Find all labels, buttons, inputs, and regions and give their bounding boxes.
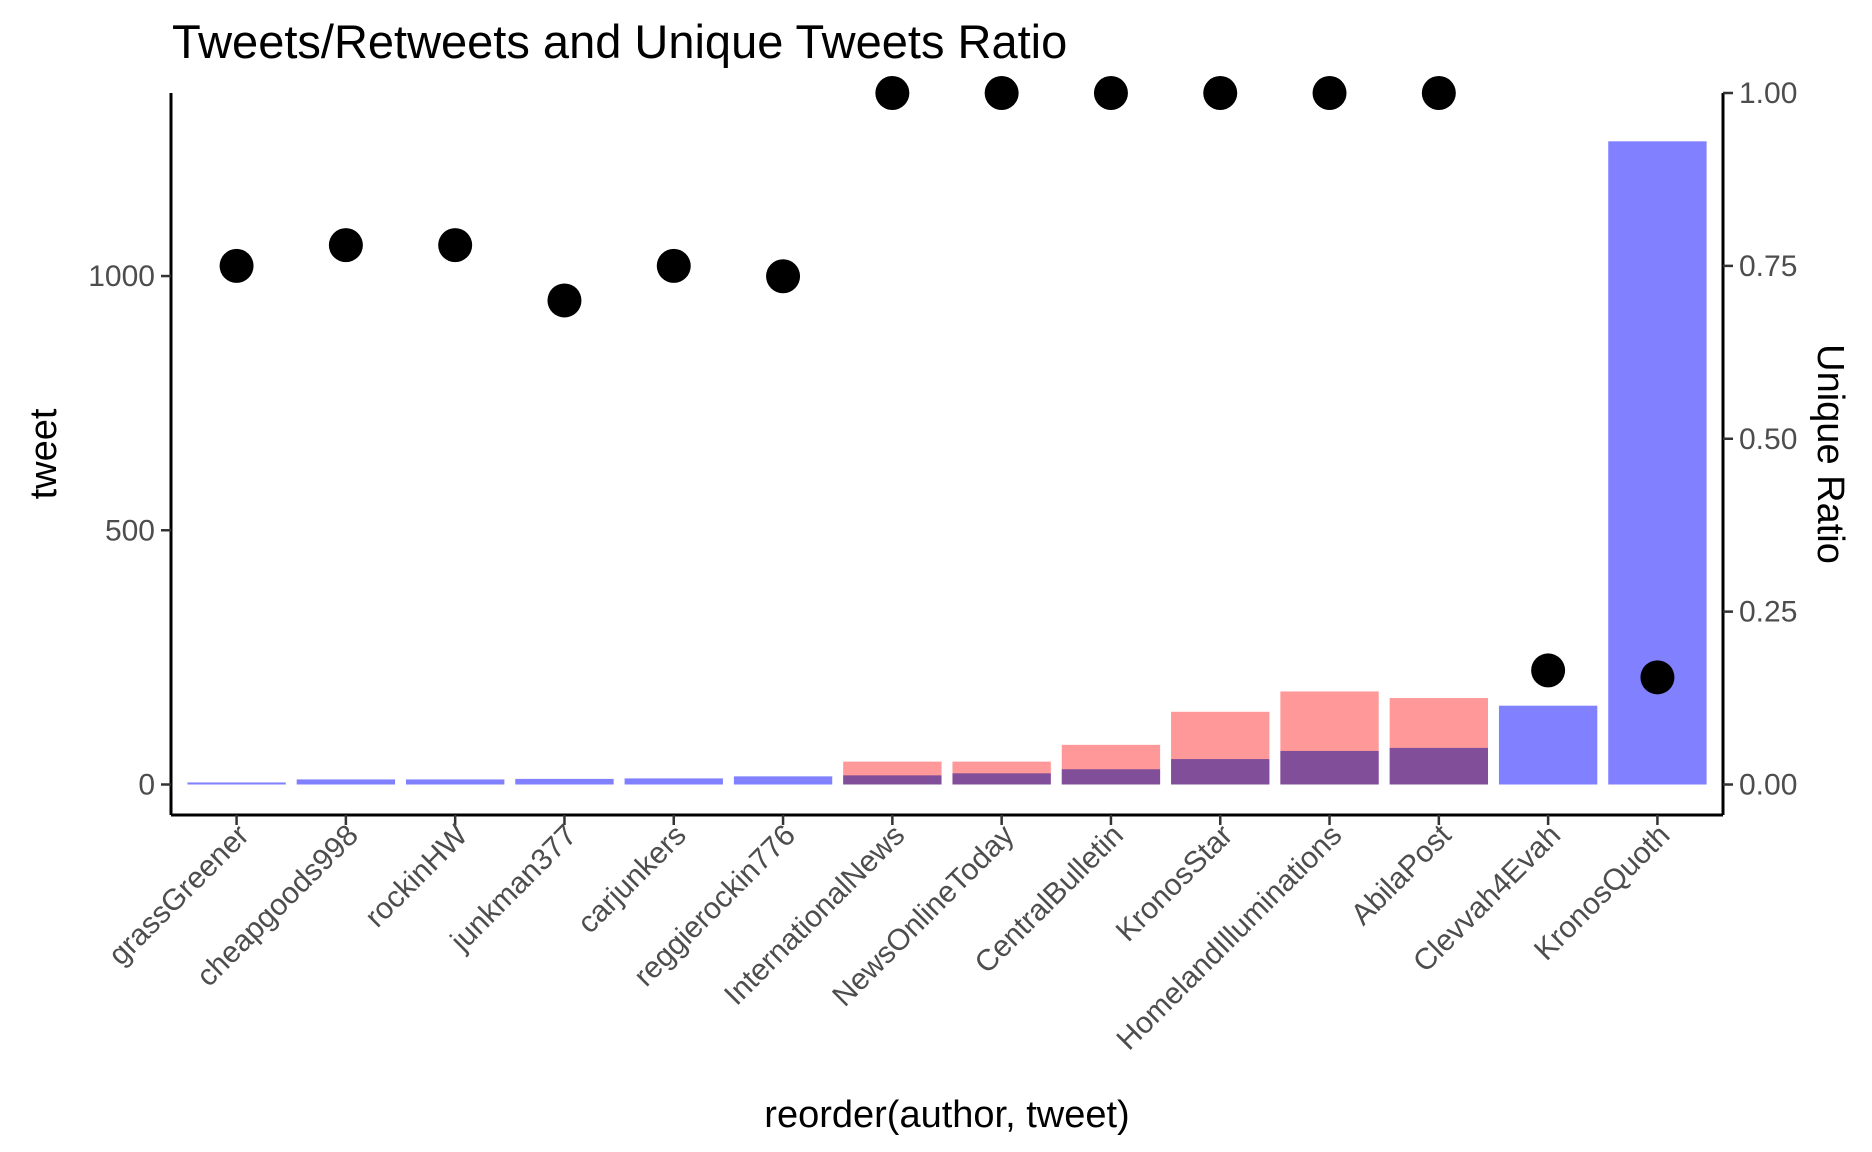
tweet-bar-InternationalNews xyxy=(843,775,942,785)
y-axis-title: tweet xyxy=(23,408,65,499)
tweet-bar-NewsOnlineToday xyxy=(952,773,1051,785)
ratio-point-KronosQuoth xyxy=(1640,660,1675,695)
ratio-point-junkman377 xyxy=(547,283,582,318)
tweet-bar-AbilaPost xyxy=(1389,747,1489,785)
y-axis-right-ticks: 0.00 0.25 0.50 0.75 1.00 xyxy=(1723,77,1797,802)
ratio-point-cheapgoods998 xyxy=(328,228,363,263)
ratio-point-AbilaPost xyxy=(1421,76,1456,110)
tweet-bar-grassGreener xyxy=(187,782,286,785)
tweet-bar-KronosStar xyxy=(1171,759,1270,785)
tweet-bar-reggierockin776 xyxy=(733,776,833,785)
y2-tick-label-0.50: 0.50 xyxy=(1739,423,1797,456)
ratio-point-Clevvah4Evah xyxy=(1531,653,1566,688)
y-tick-label-0: 0 xyxy=(138,768,155,801)
y2-axis-title: Unique Ratio xyxy=(1809,344,1851,564)
x-tick-label-NewsOnlineToday: NewsOnlineToday xyxy=(826,819,1020,1013)
y-tick-label-500: 500 xyxy=(105,514,155,547)
ratio-point-rockinHW xyxy=(438,228,473,263)
x-tick-label-AbilaPost: AbilaPost xyxy=(1345,818,1458,931)
tweet-bars xyxy=(187,141,1707,785)
y2-tick-label-0.25: 0.25 xyxy=(1739,596,1797,629)
ratio-points xyxy=(219,76,1675,695)
ratio-point-grassGreener xyxy=(219,248,254,283)
x-tick-label-HomelandIlluminations: HomelandIlluminations xyxy=(1111,819,1349,1057)
tweet-bar-rockinHW xyxy=(405,779,505,785)
ratio-point-carjunkers xyxy=(656,248,691,283)
tweet-bar-carjunkers xyxy=(624,778,723,785)
y2-tick-label-0.75: 0.75 xyxy=(1739,250,1797,283)
x-axis-title: reorder(author, tweet) xyxy=(764,1094,1129,1136)
chart-title: Tweets/Retweets and Unique Tweets Ratio xyxy=(172,15,1067,68)
tweet-bar-cheapgoods998 xyxy=(296,779,396,785)
tweet-bar-Clevvah4Evah xyxy=(1498,705,1598,785)
ratio-point-reggierockin776 xyxy=(766,259,801,294)
tweet-bar-CentralBulletin xyxy=(1061,769,1161,785)
ratio-point-KronosStar xyxy=(1203,76,1238,110)
x-axis-ticks: grassGreenercheapgoods998rockinHWjunkman… xyxy=(102,815,1676,1057)
ratio-point-NewsOnlineToday xyxy=(984,76,1019,110)
y2-tick-label-1.00: 1.00 xyxy=(1739,77,1797,110)
ratio-point-CentralBulletin xyxy=(1093,76,1128,110)
y-tick-label-1000: 1000 xyxy=(88,260,155,293)
y-axis-left-ticks: 0 500 1000 xyxy=(88,260,171,801)
tweet-bar-HomelandIlluminations xyxy=(1280,750,1379,785)
x-tick-label-InternationalNews: InternationalNews xyxy=(718,819,911,1012)
ratio-point-InternationalNews xyxy=(875,76,910,110)
ratio-point-HomelandIlluminations xyxy=(1312,76,1347,110)
x-tick-label-rockinHW: rockinHW xyxy=(359,818,475,934)
y2-tick-label-0.00: 0.00 xyxy=(1739,769,1797,802)
tweet-bar-junkman377 xyxy=(515,778,614,785)
